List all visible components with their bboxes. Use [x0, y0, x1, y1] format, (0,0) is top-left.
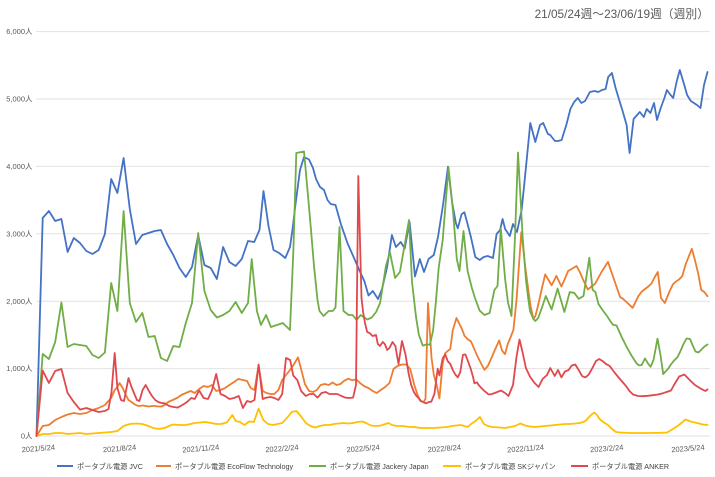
svg-text:21/05/24週〜23/06/19週（週別）: 21/05/24週〜23/06/19週（週別）: [535, 7, 709, 21]
svg-text:2023/2/24: 2023/2/24: [590, 443, 624, 455]
svg-text:2021/8/24: 2021/8/24: [103, 443, 137, 455]
svg-text:1,000人: 1,000人: [6, 364, 33, 373]
svg-text:2,000人: 2,000人: [6, 297, 33, 306]
svg-text:ポータブル電源 ANKER: ポータブル電源 ANKER: [592, 462, 669, 471]
svg-text:2023/5/24: 2023/5/24: [671, 443, 705, 455]
svg-text:2021/5/24: 2021/5/24: [21, 443, 55, 455]
svg-text:5,000人: 5,000人: [6, 95, 33, 104]
svg-text:0人: 0人: [21, 432, 33, 441]
svg-text:2022/5/24: 2022/5/24: [346, 443, 380, 455]
svg-text:2022/2/24: 2022/2/24: [265, 443, 299, 455]
svg-text:3,000人: 3,000人: [6, 229, 33, 238]
svg-text:ポータブル電源 EcoFlow Technology: ポータブル電源 EcoFlow Technology: [175, 462, 294, 471]
svg-text:ポータブル電源 SKジャパン: ポータブル電源 SKジャパン: [465, 462, 556, 471]
svg-text:ポータブル電源 Jackery Japan: ポータブル電源 Jackery Japan: [330, 462, 429, 471]
svg-text:2022/8/24: 2022/8/24: [427, 443, 461, 455]
svg-text:6,000人: 6,000人: [6, 27, 33, 36]
svg-text:ポータブル電源 JVC: ポータブル電源 JVC: [77, 462, 143, 471]
svg-text:2021/11/24: 2021/11/24: [182, 443, 220, 455]
svg-text:2022/11/24: 2022/11/24: [507, 443, 545, 455]
svg-text:4,000人: 4,000人: [6, 162, 33, 171]
